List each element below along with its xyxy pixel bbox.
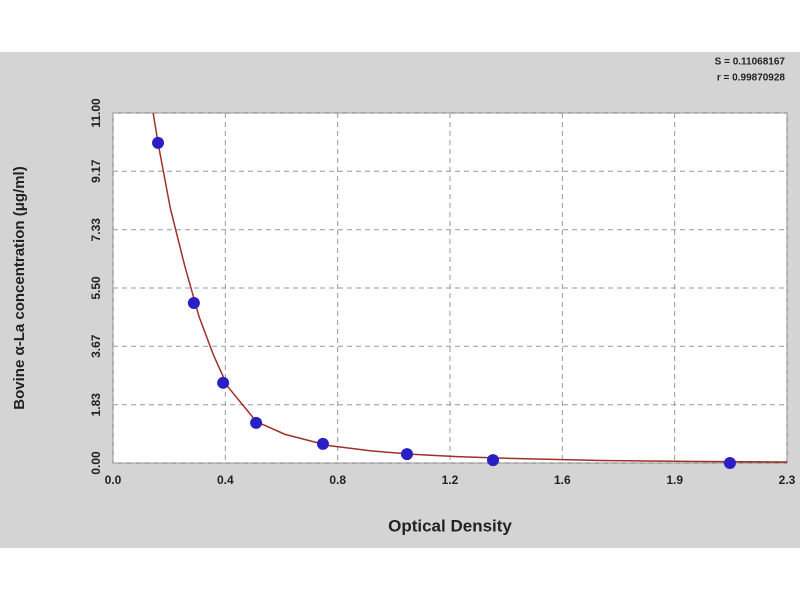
y-tick-label: 1.83 — [89, 393, 103, 417]
y-axis-label: Bovine α-La concentration (μg/ml) — [11, 166, 28, 409]
x-axis-label: Optical Density — [388, 516, 512, 535]
data-point — [187, 296, 200, 309]
data-point — [316, 437, 329, 450]
y-tick-label: 11.00 — [89, 98, 103, 128]
data-point — [152, 136, 165, 149]
data-point — [487, 454, 500, 467]
y-tick-label: 3.67 — [89, 334, 103, 358]
y-tick-label: 7.33 — [89, 218, 103, 242]
x-tick-label: 0.4 — [217, 473, 234, 487]
x-tick-label: 2.3 — [779, 473, 796, 487]
x-tick-label: 0.0 — [105, 473, 122, 487]
fit-curve — [152, 112, 788, 463]
data-point — [250, 416, 263, 429]
data-point — [400, 448, 413, 461]
y-tick-label: 5.50 — [89, 276, 103, 300]
x-tick-label: 1.2 — [442, 473, 459, 487]
data-point — [723, 457, 736, 469]
y-tick-label: 0.00 — [89, 451, 103, 475]
annotation: r = 0.99870928 — [717, 73, 786, 84]
x-tick-label: 0.8 — [329, 473, 346, 487]
annotation: S = 0.11068167 — [715, 57, 786, 68]
y-tick-label: 9.17 — [89, 159, 103, 183]
data-point — [217, 376, 230, 389]
x-tick-label: 1.9 — [666, 473, 683, 487]
x-tick-label: 1.6 — [554, 473, 571, 487]
